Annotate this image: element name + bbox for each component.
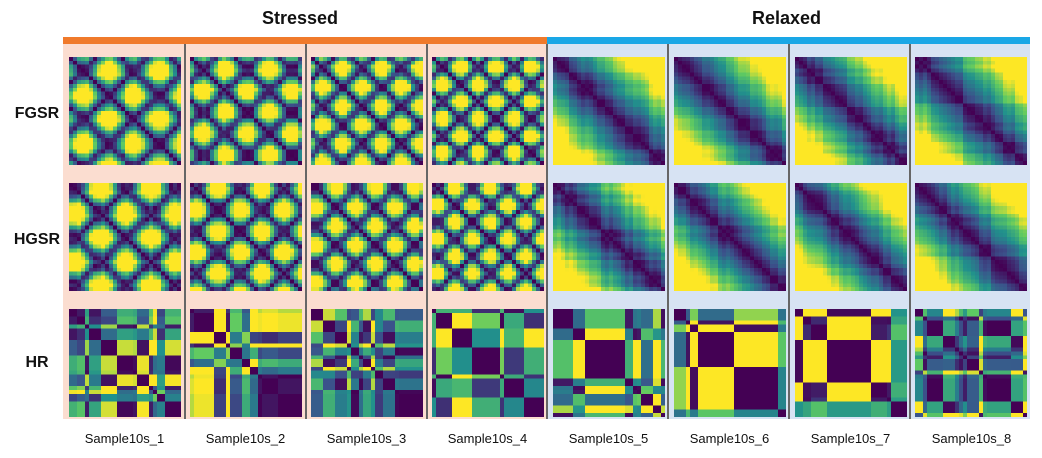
recurrence-plot-hgsr-7: [795, 183, 907, 291]
column-label-sample-2: Sample10s_2: [205, 431, 286, 446]
recurrence-plot-hgsr-5: [553, 183, 665, 291]
column-separator: [184, 44, 186, 419]
column-separator: [426, 44, 428, 419]
column-label-sample-1: Sample10s_1: [84, 431, 165, 446]
recurrence-plot-hgsr-3: [311, 183, 423, 291]
recurrence-plot-hr-5: [553, 309, 665, 417]
recurrence-plot-hgsr-6: [674, 183, 786, 291]
column-label-sample-4: Sample10s_4: [447, 431, 528, 446]
recurrence-plot-hr-4: [432, 309, 544, 417]
recurrence-plot-fgsr-4: [432, 57, 544, 165]
recurrence-plot-fgsr-8: [915, 57, 1027, 165]
relaxed-group-bar: [547, 37, 1030, 44]
recurrence-plot-fgsr-5: [553, 57, 665, 165]
column-label-sample-6: Sample10s_6: [689, 431, 770, 446]
recurrence-plot-hr-7: [795, 309, 907, 417]
row-label-hr: HR: [25, 354, 49, 371]
column-separator: [788, 44, 790, 419]
recurrence-plot-hgsr-4: [432, 183, 544, 291]
column-label-sample-3: Sample10s_3: [326, 431, 407, 446]
recurrence-plot-hgsr-8: [915, 183, 1027, 291]
stressed-group-title: Stressed: [262, 8, 339, 28]
column-separator: [667, 44, 669, 419]
recurrence-plot-fgsr-1: [69, 57, 181, 165]
recurrence-plot-hr-6: [674, 309, 786, 417]
column-separator: [305, 44, 307, 419]
recurrence-plot-fgsr-3: [311, 57, 423, 165]
column-separator: [909, 44, 911, 419]
column-separator: [546, 44, 548, 419]
recurrence-plot-fgsr-7: [795, 57, 907, 165]
recurrence-plot-hr-3: [311, 309, 423, 417]
stressed-group-bar: [63, 37, 547, 44]
column-label-sample-5: Sample10s_5: [568, 431, 649, 446]
relaxed-group-title: Relaxed: [752, 8, 822, 28]
recurrence-plot-hgsr-1: [69, 183, 181, 291]
row-label-fgsr: FGSR: [14, 105, 60, 122]
recurrence-plot-hr-1: [69, 309, 181, 417]
recurrence-plot-hr-8: [915, 309, 1027, 417]
column-label-sample-8: Sample10s_8: [931, 431, 1012, 446]
row-label-hgsr: HGSR: [13, 231, 61, 248]
recurrence-plot-hgsr-2: [190, 183, 302, 291]
recurrence-plot-hr-2: [190, 309, 302, 417]
recurrence-plot-fgsr-2: [190, 57, 302, 165]
column-label-sample-7: Sample10s_7: [810, 431, 891, 446]
recurrence-plot-fgsr-6: [674, 57, 786, 165]
